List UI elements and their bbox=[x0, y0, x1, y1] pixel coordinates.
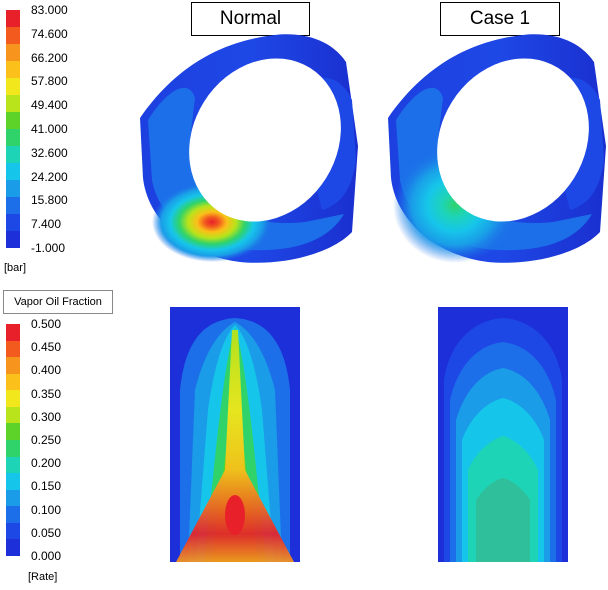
colorbar-segment bbox=[6, 27, 20, 44]
tick-label: 0.300 bbox=[31, 409, 62, 424]
tick-label: 0.050 bbox=[31, 525, 62, 540]
tick-label: -1.000 bbox=[31, 241, 66, 255]
colorbar-segment bbox=[6, 439, 20, 457]
colorbar-segment bbox=[6, 324, 20, 341]
colorbar-segment bbox=[6, 44, 20, 61]
colorbar-segment bbox=[6, 78, 20, 95]
tick-label: 41.000 bbox=[31, 122, 68, 136]
tick-label: 15.800 bbox=[31, 193, 68, 208]
tick-label: 57.800 bbox=[31, 74, 68, 89]
tick-label: 0.100 bbox=[31, 502, 62, 517]
case1-title: Case 1 bbox=[440, 2, 560, 36]
tick-label: 83.000 bbox=[31, 3, 68, 17]
tick-label: 0.000 bbox=[31, 549, 62, 563]
colorbar-segment bbox=[6, 489, 20, 507]
colorbar-segment bbox=[6, 231, 20, 248]
tick-label: 0.200 bbox=[31, 456, 62, 471]
colorbar-segment bbox=[6, 129, 20, 146]
tick-label: 66.200 bbox=[31, 50, 68, 65]
tick-label: 74.600 bbox=[31, 26, 68, 41]
tick-label: 32.600 bbox=[31, 145, 68, 160]
colorbar-segment bbox=[6, 406, 20, 424]
normal-title: Normal bbox=[191, 2, 310, 36]
colorbar-segment bbox=[6, 373, 20, 391]
colorbar-segment bbox=[6, 506, 20, 523]
colorbar-segment bbox=[6, 95, 20, 112]
colorbar-segment bbox=[6, 522, 20, 540]
colorbar-segment bbox=[6, 539, 20, 556]
tick-label: 0.350 bbox=[31, 386, 62, 401]
tick-label: 24.200 bbox=[31, 169, 68, 184]
tick-label: 0.400 bbox=[31, 363, 62, 378]
colorbar-segment bbox=[6, 423, 20, 440]
colorbar-segment bbox=[6, 163, 20, 180]
vapor-colorbar bbox=[6, 324, 20, 556]
colorbar-segment bbox=[6, 390, 20, 407]
colorbar-segment bbox=[6, 473, 20, 490]
vapor-legend-title: Vapor Oil Fraction bbox=[3, 290, 113, 314]
colorbar-segment bbox=[6, 112, 20, 129]
tick-label: 49.400 bbox=[31, 98, 68, 113]
tick-label: 0.250 bbox=[31, 433, 62, 447]
colorbar-segment bbox=[6, 146, 20, 163]
pressure-colorbar bbox=[6, 10, 20, 248]
colorbar-segment bbox=[6, 357, 20, 374]
colorbar-segment bbox=[6, 180, 20, 197]
colorbar-segment bbox=[6, 10, 20, 27]
vapor-unit-label: [Rate] bbox=[28, 571, 58, 583]
colorbar-segment bbox=[6, 61, 20, 78]
pressure-unit-label: [bar] bbox=[4, 262, 27, 274]
tick-label: 0.450 bbox=[31, 340, 62, 355]
colorbar-segment bbox=[6, 197, 20, 214]
colorbar-segment bbox=[6, 214, 20, 231]
tick-label: 0.500 bbox=[31, 317, 62, 331]
tick-label: 7.400 bbox=[31, 217, 62, 232]
colorbar-segment bbox=[6, 340, 20, 358]
tick-label: 0.150 bbox=[31, 479, 62, 494]
colorbar-segment bbox=[6, 456, 20, 474]
